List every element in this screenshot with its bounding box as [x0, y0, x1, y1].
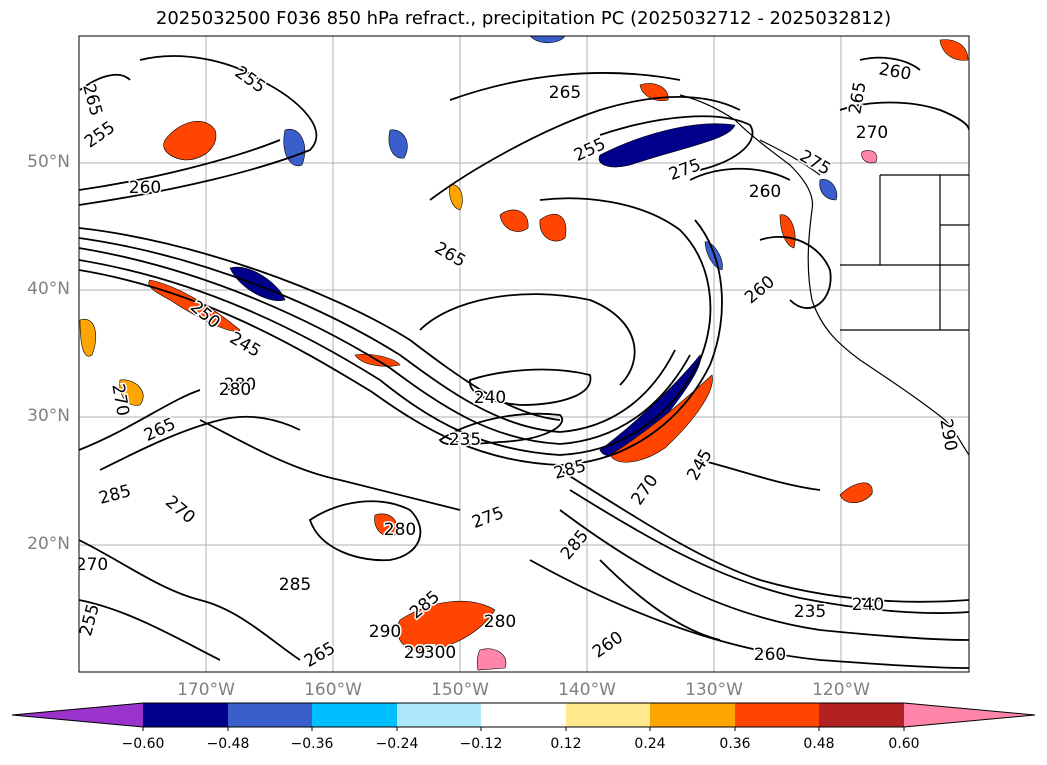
precip-blob: [819, 179, 838, 201]
contour-label: 240: [852, 595, 884, 615]
precip-blob: [939, 39, 969, 61]
lon-label: 160°W: [304, 680, 362, 700]
contour-label: 270: [856, 123, 888, 143]
precip-blob: [839, 482, 873, 504]
colorbar-tick-label: −0.60: [121, 736, 165, 752]
colorbar-swatch: [819, 703, 904, 727]
precip-blob: [779, 214, 796, 249]
colorbar-tick-label: 0.60: [888, 736, 920, 752]
lon-label: 150°W: [431, 680, 489, 700]
precip-blob: [163, 121, 217, 161]
contour-label: 235: [449, 430, 481, 450]
contour-label: 285: [279, 575, 311, 595]
contour-label: 280: [224, 375, 256, 395]
precip-blob: [704, 241, 723, 271]
colorbar-swatch: [650, 703, 735, 727]
precip-blob: [396, 601, 496, 652]
precip-blob: [388, 129, 408, 159]
precip-blob: [119, 379, 144, 406]
lat-label: 20°N: [27, 534, 70, 554]
graticule: [79, 36, 969, 672]
contour-label: 240: [474, 388, 506, 408]
precip-blob: [229, 266, 286, 301]
lat-label: 50°N: [27, 152, 70, 172]
precip-blob: [476, 648, 507, 671]
colorbar-tick-label: −0.48: [206, 736, 250, 752]
contour-label: 290: [369, 622, 401, 642]
colorbar-swatch: [143, 703, 228, 727]
colorbar-swatch: [397, 703, 481, 727]
contour-label: 280: [484, 612, 516, 632]
lon-label: 120°W: [812, 680, 870, 700]
colorbar-swatch: [735, 703, 819, 727]
colorbar-swatch: [228, 703, 312, 727]
precip-blob: [374, 513, 398, 537]
lon-label: 130°W: [685, 680, 743, 700]
lon-label: 140°W: [558, 680, 616, 700]
contour-label: 260: [749, 182, 781, 202]
contour-label: 265: [549, 83, 581, 103]
refractivity-contours: [79, 55, 969, 669]
contour-label: 280: [384, 520, 416, 540]
map-frame: [78, 35, 970, 673]
lat-label: 30°N: [27, 406, 70, 426]
colorbar-swatch: [312, 703, 397, 727]
precip-blob: [639, 83, 669, 101]
chart-title: 2025032500 F036 850 hPa refract., precip…: [155, 8, 892, 29]
precip-blob: [861, 150, 878, 164]
colorbar-extend-max: [904, 703, 1035, 727]
precip-blob: [539, 214, 567, 242]
colorbar-tick-label: 0.12: [550, 736, 582, 752]
lat-label: 40°N: [27, 279, 70, 299]
contour-label: 300: [424, 643, 456, 663]
contour-label: 235: [794, 602, 826, 622]
colorbar: [11, 702, 1036, 731]
map-plot-area: 2652552552602652602552752702752602652652…: [76, 36, 969, 672]
precip-blob: [449, 184, 463, 211]
precipitation-shading: [79, 36, 969, 671]
coastlines: [679, 94, 969, 456]
precip-blob: [598, 123, 736, 168]
contour-label: 270: [76, 555, 108, 575]
colorbar-tick-label: 0.24: [634, 736, 666, 752]
lon-label: 170°W: [177, 680, 235, 700]
precip-blob: [499, 209, 529, 232]
colorbar-tick-label: 0.48: [803, 736, 835, 752]
contour-label: 260: [754, 645, 786, 665]
colorbar-swatch: [481, 703, 566, 727]
colorbar-tick-label: −0.24: [375, 736, 419, 752]
precip-blob: [609, 374, 713, 463]
contour-label: 295: [404, 643, 436, 663]
precip-blob: [79, 318, 96, 357]
colorbar-tick-label: 0.36: [719, 736, 751, 752]
precip-blob: [283, 128, 306, 167]
contour-label: 280: [219, 380, 251, 400]
colorbar-tick-label: −0.36: [290, 736, 334, 752]
colorbar-tick-label: −0.12: [459, 736, 503, 752]
colorbar-swatch: [566, 703, 650, 727]
colorbar-extend-min: [12, 703, 143, 727]
contour-label: 260: [129, 178, 161, 198]
